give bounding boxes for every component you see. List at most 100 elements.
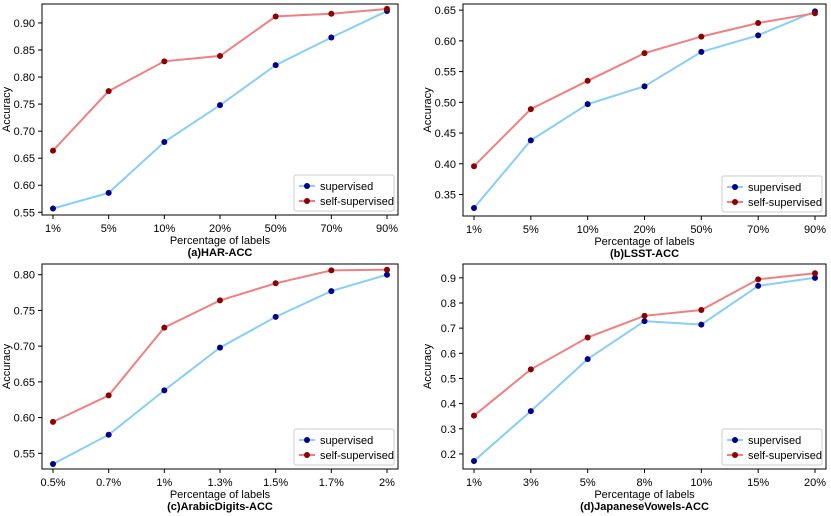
self-supervised-point bbox=[812, 10, 818, 17]
self-supervised-point bbox=[217, 297, 223, 304]
self-supervised-point bbox=[471, 163, 477, 170]
supervised-point bbox=[698, 48, 705, 55]
legend-box bbox=[293, 428, 395, 466]
self-supervised-point bbox=[812, 270, 818, 277]
self-supervised-point bbox=[527, 366, 534, 373]
x-tick-label: 20% bbox=[633, 224, 655, 236]
supervised-point bbox=[217, 102, 223, 109]
legend-label-self-supervised: self-supervised bbox=[748, 450, 822, 462]
self-supervised-point bbox=[641, 50, 648, 57]
y-tick-label: 0.9 bbox=[441, 273, 456, 285]
supervised-point bbox=[641, 318, 648, 325]
supervised-point bbox=[471, 457, 477, 464]
self-supervised-point bbox=[584, 334, 591, 341]
legend-label-supervised: supervised bbox=[320, 435, 373, 447]
y-tick-label: 0.5 bbox=[441, 373, 456, 385]
x-tick-label: 5% bbox=[580, 477, 596, 489]
self-supervised-point bbox=[105, 88, 112, 95]
self-supervised-point bbox=[584, 77, 591, 84]
supervised-point bbox=[527, 137, 534, 144]
self-supervised-point bbox=[161, 58, 168, 65]
self-supervised-point bbox=[641, 312, 648, 319]
self-supervised-point bbox=[328, 267, 335, 274]
legend-label-self-supervised: self-supervised bbox=[320, 450, 394, 462]
x-tick-label: 20% bbox=[804, 477, 826, 489]
supervised-point bbox=[105, 431, 112, 438]
self-supervised-point bbox=[217, 52, 223, 59]
x-tick-label: 70% bbox=[320, 223, 342, 235]
y-tick-label: 0.35 bbox=[435, 189, 456, 201]
supervised-point bbox=[527, 408, 534, 415]
x-tick-label: 90% bbox=[804, 224, 826, 236]
y-tick-label: 0.65 bbox=[14, 153, 35, 165]
y-axis-label: Accuracy bbox=[422, 87, 434, 133]
self-supervised-point bbox=[755, 276, 762, 283]
supervised-legend-marker bbox=[732, 184, 738, 190]
supervised-point bbox=[755, 282, 762, 289]
chart-title: (a)HAR-ACC bbox=[188, 247, 253, 259]
legend-box bbox=[293, 174, 395, 212]
y-axis-label: Accuracy bbox=[1, 343, 13, 389]
self-supervised-point bbox=[105, 392, 112, 399]
y-tick-label: 0.45 bbox=[435, 128, 456, 140]
x-tick-label: 50% bbox=[265, 223, 287, 235]
self-supervised-point bbox=[471, 412, 477, 419]
supervised-point bbox=[161, 387, 168, 394]
self-supervised-line bbox=[473, 272, 816, 417]
y-tick-label: 0.65 bbox=[14, 377, 35, 389]
supervised-point bbox=[161, 138, 168, 145]
legend-label-supervised: supervised bbox=[748, 182, 801, 194]
x-tick-label: 90% bbox=[376, 223, 398, 235]
chart-har: 0.55 0.60 0.65 0.70 0.75 0.80 0.85 0.90 1% 5% 10% 2… bbox=[1, 3, 399, 259]
y-axis-label: Accuracy bbox=[1, 86, 13, 132]
supervised-point bbox=[641, 83, 648, 90]
self-supervised-point bbox=[755, 20, 762, 27]
supervised-point bbox=[471, 205, 477, 212]
self-supervised-point bbox=[272, 13, 279, 20]
supervised-point bbox=[328, 34, 335, 41]
legend: supervised self-supervised bbox=[721, 428, 823, 466]
x-axis-label: Percentage of labels bbox=[170, 489, 271, 501]
supervised-point bbox=[328, 288, 335, 295]
x-tick-label: 1% bbox=[466, 477, 482, 489]
supervised-point bbox=[584, 101, 591, 108]
supervised-legend-marker bbox=[304, 437, 310, 443]
self-supervised-legend-marker bbox=[732, 199, 738, 205]
self-supervised-point bbox=[384, 266, 390, 273]
y-tick-label: 0.90 bbox=[14, 18, 35, 30]
y-tick-label: 0.60 bbox=[435, 36, 456, 48]
x-tick-label: 3% bbox=[523, 477, 539, 489]
self-supervised-point bbox=[527, 106, 534, 113]
legend-box bbox=[721, 175, 823, 213]
y-tick-label: 0.60 bbox=[14, 180, 35, 192]
x-axis-label: Percentage of labels bbox=[170, 235, 271, 247]
self-supervised-legend-marker bbox=[732, 452, 738, 458]
self-supervised-point bbox=[50, 147, 56, 154]
legend-box bbox=[721, 428, 823, 466]
self-supervised-legend-marker bbox=[304, 452, 310, 458]
y-tick-label: 0.70 bbox=[14, 341, 35, 353]
supervised-point bbox=[50, 205, 56, 212]
self-supervised-point bbox=[272, 280, 279, 287]
y-tick-label: 0.6 bbox=[441, 348, 456, 360]
supervised-point bbox=[698, 321, 705, 328]
y-tick-label: 0.3 bbox=[441, 424, 456, 436]
supervised-point bbox=[755, 32, 762, 39]
legend-label-supervised: supervised bbox=[320, 181, 373, 193]
x-tick-label: 2% bbox=[379, 477, 395, 489]
supervised-point bbox=[105, 189, 112, 196]
supervised-point bbox=[812, 274, 818, 281]
y-axis-label: Accuracy bbox=[422, 343, 434, 389]
x-tick-label: 1% bbox=[466, 224, 482, 236]
x-tick-label: 10% bbox=[153, 223, 175, 235]
y-tick-label: 0.4 bbox=[441, 399, 456, 411]
chart-title: (d)JapaneseVowels-ACC bbox=[580, 501, 709, 513]
y-tick-label: 0.80 bbox=[14, 72, 35, 84]
x-tick-label: 10% bbox=[690, 477, 712, 489]
y-tick-label: 0.55 bbox=[435, 67, 456, 79]
y-tick-label: 0.8 bbox=[441, 298, 456, 310]
y-tick-label: 0.65 bbox=[435, 5, 456, 17]
self-supervised-point bbox=[698, 307, 705, 314]
y-tick-label: 0.2 bbox=[441, 449, 456, 461]
